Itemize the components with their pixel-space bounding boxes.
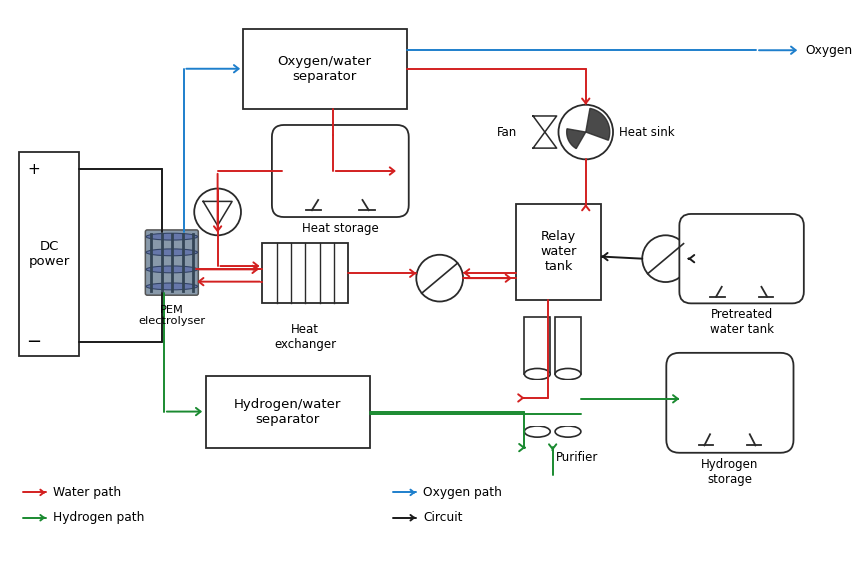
Ellipse shape	[524, 369, 550, 380]
Circle shape	[416, 255, 463, 302]
Circle shape	[559, 105, 613, 159]
Text: DC
power: DC power	[28, 240, 69, 268]
Polygon shape	[586, 108, 610, 140]
Text: Hydrogen path: Hydrogen path	[53, 511, 144, 524]
FancyBboxPatch shape	[667, 353, 794, 453]
FancyBboxPatch shape	[680, 214, 804, 303]
Text: Fan: Fan	[498, 125, 517, 138]
FancyBboxPatch shape	[145, 230, 198, 295]
Ellipse shape	[146, 233, 197, 240]
Bar	[19, 151, 79, 356]
Text: Heat sink: Heat sink	[619, 125, 674, 138]
Ellipse shape	[146, 266, 197, 273]
Polygon shape	[566, 129, 586, 149]
Bar	[243, 29, 407, 109]
Ellipse shape	[146, 249, 197, 256]
Text: Heat
exchanger: Heat exchanger	[275, 323, 336, 351]
Text: Relay
water
tank: Relay water tank	[541, 230, 577, 273]
Text: Purifier: Purifier	[556, 451, 598, 464]
Ellipse shape	[555, 426, 581, 437]
Text: PEM
electrolyser: PEM electrolyser	[138, 305, 205, 327]
Bar	[516, 204, 601, 299]
Circle shape	[643, 235, 689, 282]
Text: Hydrogen
storage: Hydrogen storage	[701, 458, 758, 486]
Text: Water path: Water path	[53, 486, 121, 499]
Bar	[206, 375, 370, 447]
Ellipse shape	[524, 426, 550, 437]
Text: Pretreated
water tank: Pretreated water tank	[710, 308, 774, 336]
Circle shape	[194, 189, 241, 235]
Text: Oxygen path: Oxygen path	[423, 486, 502, 499]
Text: Heat storage: Heat storage	[302, 222, 378, 235]
Bar	[555, 316, 581, 374]
Bar	[555, 380, 581, 426]
Ellipse shape	[555, 369, 581, 380]
Text: −: −	[27, 333, 41, 352]
Bar	[524, 316, 550, 374]
Text: Oxygen/water
separator: Oxygen/water separator	[278, 55, 372, 83]
FancyBboxPatch shape	[272, 125, 408, 217]
Text: Oxygen: Oxygen	[805, 44, 852, 57]
Bar	[263, 243, 348, 303]
Text: Hydrogen/water
separator: Hydrogen/water separator	[234, 397, 341, 426]
Text: Circuit: Circuit	[423, 511, 462, 524]
Ellipse shape	[146, 283, 197, 290]
Text: +: +	[27, 162, 40, 176]
Bar	[524, 380, 550, 426]
